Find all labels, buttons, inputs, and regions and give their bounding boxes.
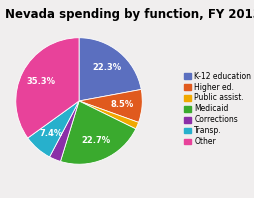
Wedge shape <box>79 89 142 122</box>
Text: 7.4%: 7.4% <box>39 129 62 138</box>
Wedge shape <box>28 101 79 157</box>
Legend: K-12 education, Higher ed., Public assist., Medicaid, Corrections, Transp., Othe: K-12 education, Higher ed., Public assis… <box>184 72 250 146</box>
Wedge shape <box>60 101 135 164</box>
Text: 22.7%: 22.7% <box>81 136 110 145</box>
Wedge shape <box>49 101 79 161</box>
Text: Nevada spending by function, FY 2013: Nevada spending by function, FY 2013 <box>5 8 254 21</box>
Text: 22.3%: 22.3% <box>92 63 121 72</box>
Wedge shape <box>79 38 141 101</box>
Wedge shape <box>79 101 138 129</box>
Text: 35.3%: 35.3% <box>26 77 55 86</box>
Text: 8.5%: 8.5% <box>110 100 133 109</box>
Wedge shape <box>16 38 79 138</box>
